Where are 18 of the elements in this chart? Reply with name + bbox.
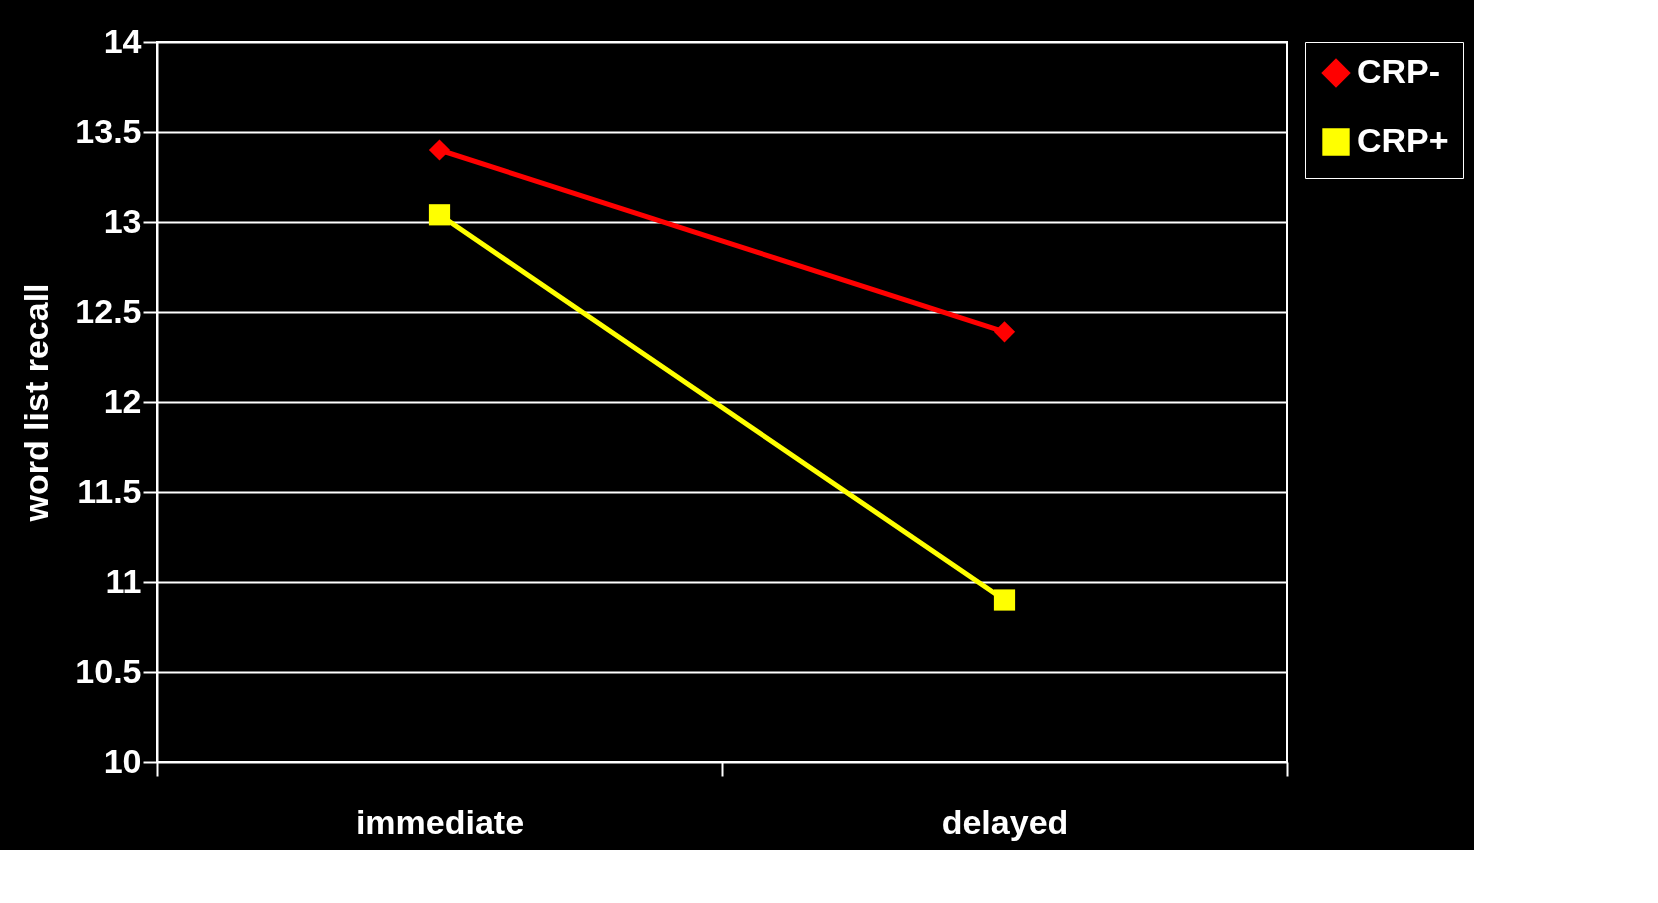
legend-label: CRP+ [1357,121,1449,159]
point [993,321,1016,343]
y-tick-label: 12 [103,381,142,420]
x-tick-label: delayed [941,802,1069,841]
y-tick-label: 13 [103,201,142,240]
point [993,589,1016,611]
y-tick-label: 12.5 [75,291,142,330]
y-tick-label: 11 [105,561,142,600]
y-axis-title: word list recall [17,283,56,523]
y-tick-label: 10 [103,741,142,780]
legend-label: CRP- [1357,52,1441,90]
point [428,204,451,226]
y-tick-label: 10.5 [75,651,142,690]
x-tick-label: immediate [355,802,525,841]
y-tick-label: 13.5 [75,111,142,150]
point [428,139,451,161]
y-tick-label: 11.5 [77,471,142,510]
y-tick-label: 14 [103,21,142,60]
